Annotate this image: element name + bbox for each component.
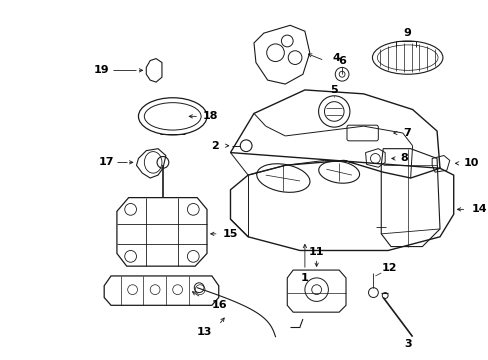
Text: 19: 19 <box>93 66 109 75</box>
Text: 7: 7 <box>402 128 410 138</box>
Text: 5: 5 <box>330 85 337 95</box>
Text: 6: 6 <box>338 55 346 66</box>
Text: 2: 2 <box>210 141 218 151</box>
Text: 3: 3 <box>403 339 411 350</box>
Text: 9: 9 <box>403 28 411 38</box>
Text: 1: 1 <box>301 273 308 283</box>
Text: 13: 13 <box>196 327 211 337</box>
Text: 16: 16 <box>211 300 227 310</box>
Text: 15: 15 <box>222 229 238 239</box>
Text: 10: 10 <box>463 158 478 168</box>
Text: 18: 18 <box>203 111 218 121</box>
Text: 4: 4 <box>332 53 340 63</box>
Text: 8: 8 <box>400 153 408 163</box>
Text: 17: 17 <box>98 157 114 167</box>
Text: 11: 11 <box>308 247 324 257</box>
Text: 14: 14 <box>470 204 486 214</box>
Text: 12: 12 <box>381 263 396 273</box>
